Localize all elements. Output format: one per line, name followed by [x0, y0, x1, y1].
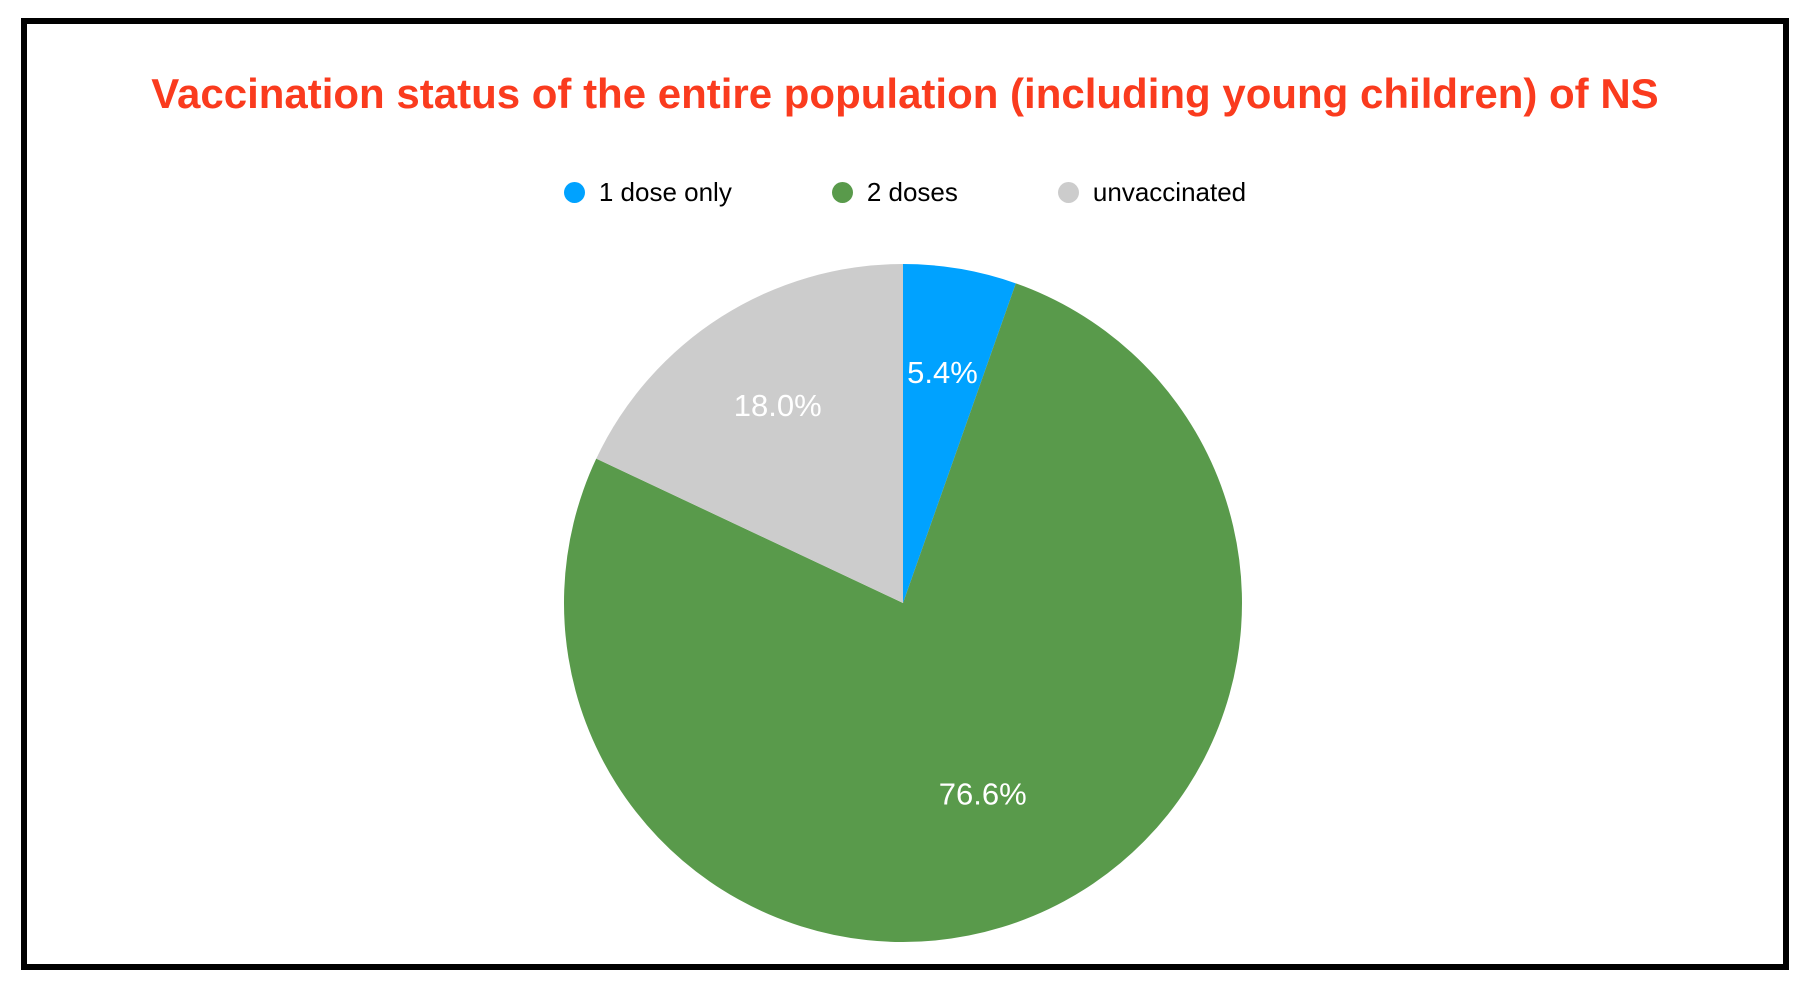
chart-title: Vaccination status of the entire populat… [151, 70, 1659, 117]
chart-frame: Vaccination status of the entire populat… [21, 18, 1789, 970]
pie-slice-label-1-dose-only: 5.4% [907, 355, 978, 390]
legend-item-2-doses: 2 doses [831, 176, 958, 208]
pie-slice-label-unvaccinated: 18.0% [734, 388, 822, 423]
pie-slice-unvaccinated [596, 264, 903, 603]
pie-slice-label-2-doses: 76.6% [939, 776, 1027, 811]
legend-swatch-unvaccinated-icon [1057, 181, 1079, 203]
pie-slice-2-doses [563, 283, 1242, 943]
legend-item-unvaccinated: unvaccinated [1057, 176, 1247, 208]
pie-chart: 5.4% 76.6% 18.0% [563, 263, 1243, 943]
pie-slice-1-dose-only [903, 264, 1016, 603]
legend: 1 dose only 2 doses unvaccinated [27, 177, 1783, 207]
pie-chart-svg: 5.4% 76.6% 18.0% [563, 264, 1242, 943]
legend-swatch-2-doses-icon [831, 181, 853, 203]
legend-label-1-dose-only: 1 dose only [598, 176, 732, 207]
legend-item-1-dose-only: 1 dose only [563, 176, 732, 208]
legend-swatch-1-dose-only-icon [563, 181, 585, 203]
legend-label-unvaccinated: unvaccinated [1092, 176, 1247, 207]
legend-label-2-doses: 2 doses [866, 176, 958, 207]
